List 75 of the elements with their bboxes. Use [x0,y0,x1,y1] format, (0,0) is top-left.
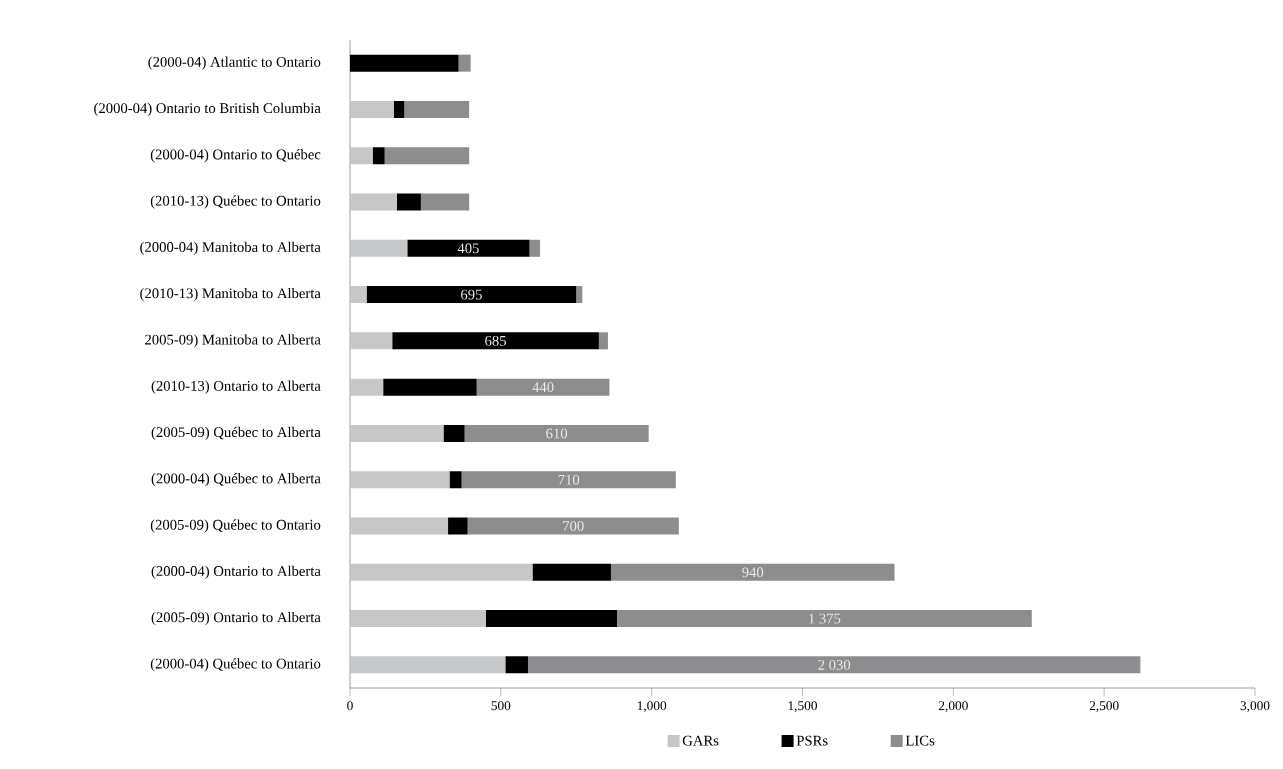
data-label: 2 030 [818,659,851,670]
data-label: 1 375 [809,613,841,624]
x-tick-label: 2,500 [1089,701,1119,713]
y-tick-label: (2000-04) Québec to Ontario [150,658,321,672]
legend-label: GARs [682,735,719,746]
bar [392,332,599,350]
bar [476,378,610,396]
bar [383,378,477,396]
y-tick-label: (2010-13) Ontario to Alberta [151,380,321,394]
data-label: 700 [563,521,584,531]
bar [461,471,676,489]
bar [467,517,679,535]
bar [350,471,450,489]
bar [616,610,1032,628]
y-tick-label: (2010-13) Manitoba to Alberta [140,287,321,302]
y-tick-label: 2005-09) Manitoba to Alberta [145,334,321,348]
x-tick-label: 1,000 [637,701,667,713]
legend-label: LICs [905,735,935,746]
y-tick-label: (2005-09) Ontario to Alberta [151,611,321,626]
y-tick-label: (2005-09) Québec to Ontario [150,519,321,533]
bar [443,424,465,442]
y-tick-label: (2005-09) Québec to Alberta [151,426,321,441]
bar [576,286,583,304]
bar [448,517,468,535]
bar [407,239,530,257]
legend-label: PSRs [796,735,828,746]
y-tick-label: (2000-04) Québec to Alberta [151,473,321,487]
bar [350,517,449,535]
y-tick-label: (2000-04) Ontario to Québec [150,149,321,163]
bar [529,239,541,257]
bar [505,656,528,674]
bar [350,332,393,350]
bar [350,378,384,396]
x-tick-label: 1,500 [788,701,817,713]
bar [366,286,577,304]
bar [485,610,617,628]
bar [350,563,533,581]
bar [396,193,421,211]
bar [350,656,506,674]
bar [384,147,470,165]
data-label: 695 [461,289,482,300]
bar [527,656,1141,674]
bar [350,424,444,442]
y-tick-label: (2000-04) Ontario to Alberta [151,565,321,579]
bar [350,610,486,628]
bar [404,100,470,118]
data-label: 610 [546,428,568,439]
y-tick-label: (2000-04) Manitoba to Alberta [140,241,321,255]
data-label: 685 [485,335,506,346]
bar [420,193,470,211]
data-label: 405 [457,243,479,254]
data-label: 440 [532,382,554,393]
data-label: 710 [558,474,580,485]
bar [350,286,367,304]
x-tick-label: 2,000 [938,701,968,713]
y-tick-label: (2000-04) Ontario to British Columbia [94,102,321,117]
x-tick-label: 500 [491,701,511,711]
bar [598,332,608,350]
x-tick-label: 0 [347,701,353,711]
bar [350,239,408,257]
bar [350,147,373,165]
y-tick-label: (2010-13) Québec to Ontario [150,195,321,209]
bar [464,424,649,442]
x-tick-label: 3,000 [1240,701,1270,713]
data-label: 940 [742,567,764,578]
bar [372,147,385,165]
bar [393,100,405,118]
bar [350,54,459,72]
bar [350,193,397,211]
bar [610,563,895,581]
bar [532,563,611,581]
bar [350,100,394,118]
bar [449,471,462,489]
bar [458,54,471,72]
y-tick-label: (2000-04) Atlantic to Ontario [148,56,321,70]
